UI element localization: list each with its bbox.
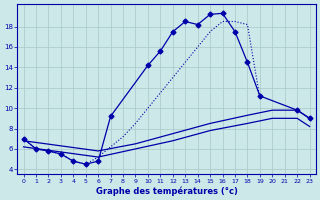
X-axis label: Graphe des températures (°c): Graphe des températures (°c) [96,186,237,196]
